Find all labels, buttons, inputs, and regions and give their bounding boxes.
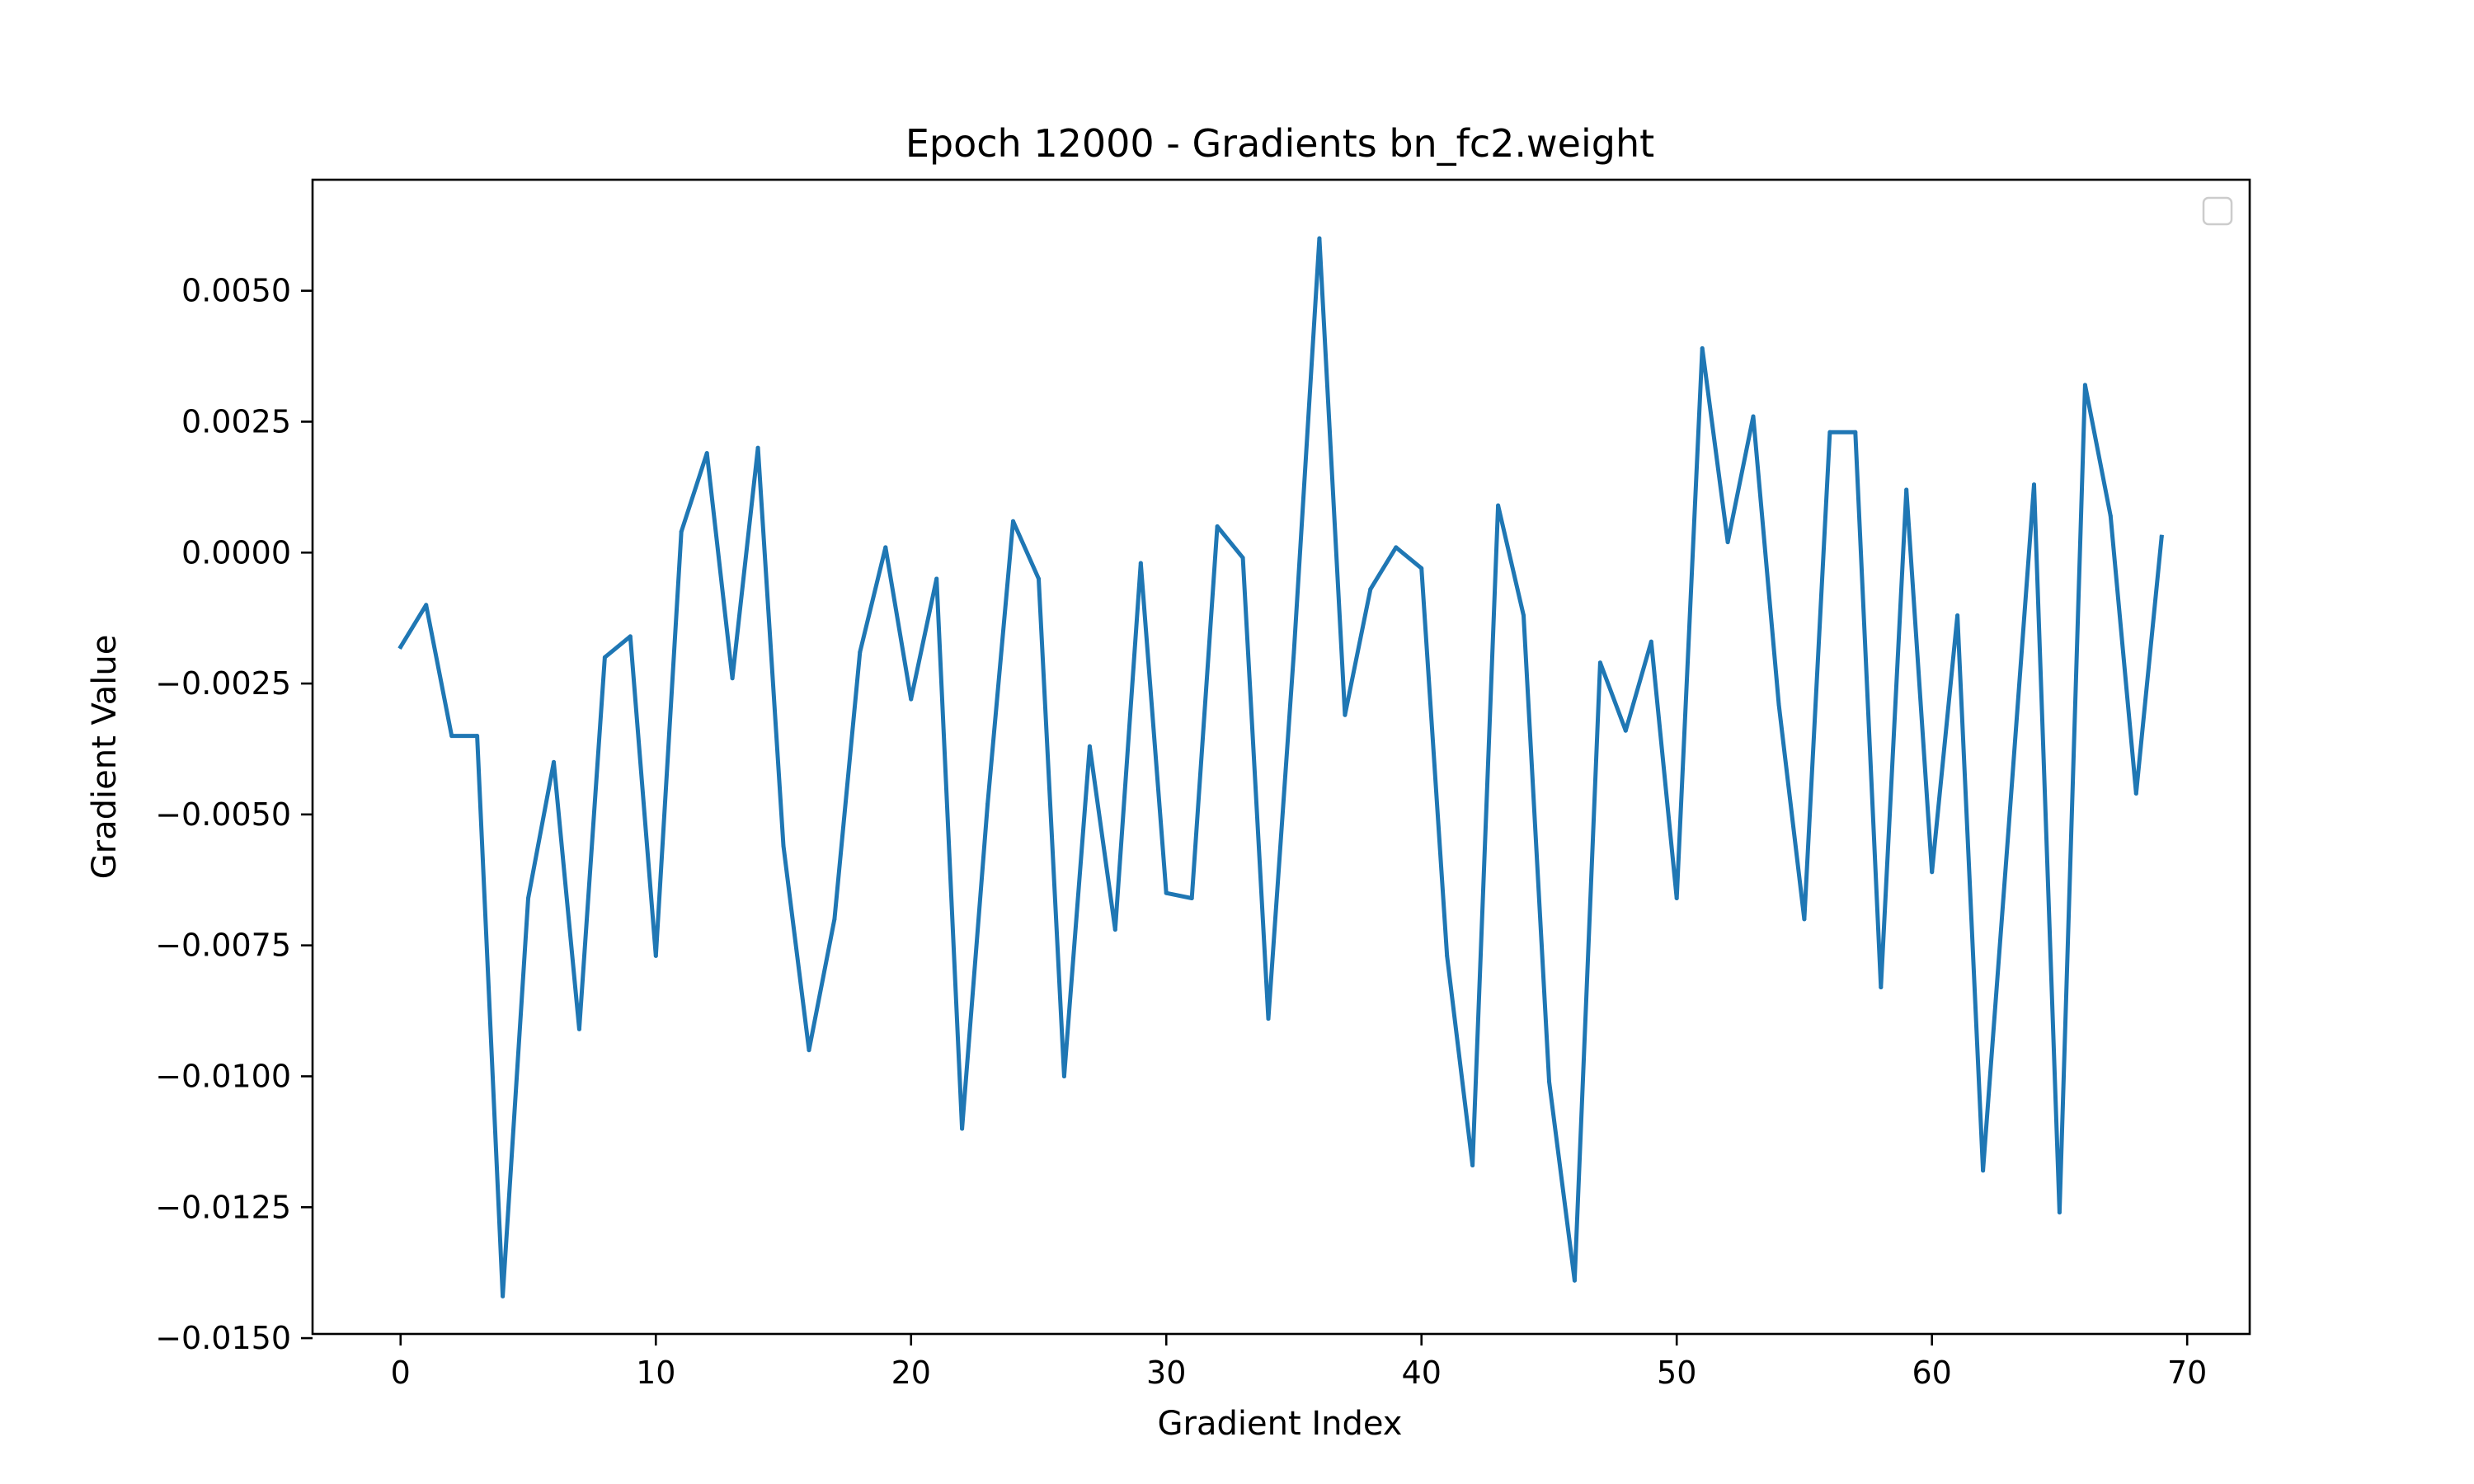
plot-frame — [311, 178, 2251, 1336]
data-point — [1037, 576, 1041, 581]
x-tick-label: 60 — [1912, 1355, 1952, 1391]
x-axis-label: Gradient Index — [1158, 1405, 1403, 1443]
data-point — [1240, 556, 1245, 561]
y-tick-label: −0.0050 — [155, 796, 291, 833]
data-point — [602, 655, 607, 660]
data-point — [424, 603, 429, 608]
data-point — [1368, 587, 1373, 592]
data-point — [2159, 534, 2164, 539]
y-axis-label: Gradient Value — [86, 635, 124, 880]
x-axis: 0 10 20 30 40 50 60 70 — [391, 1334, 2207, 1391]
data-point — [449, 734, 454, 739]
x-tick-label: 20 — [891, 1355, 931, 1391]
data-point — [552, 759, 556, 764]
data-point — [730, 676, 735, 681]
data-point — [1496, 503, 1501, 508]
data-point — [1291, 650, 1296, 655]
data-point — [1981, 1168, 1986, 1173]
x-tick-label: 10 — [636, 1355, 675, 1391]
data-point — [501, 1294, 506, 1298]
data-point — [1674, 896, 1679, 900]
y-tick-label: 0.0050 — [181, 273, 291, 309]
data-point — [1522, 613, 1526, 618]
data-point — [653, 953, 658, 958]
data-point — [398, 645, 403, 650]
data-point — [883, 545, 888, 550]
series-layer — [397, 236, 2164, 1298]
data-point — [1623, 728, 1628, 733]
data-point — [628, 634, 633, 639]
data-point — [1419, 566, 1424, 571]
data-point — [985, 801, 990, 806]
data-point — [1343, 712, 1348, 717]
chart-title: Epoch 12000 - Gradients bn_fc2.weight — [905, 121, 1654, 166]
series-line-0 — [397, 236, 2164, 1298]
y-axis: 0.0050 0.0025 0.0000 −0.0025 −0.0050 −0.0075 −… — [155, 273, 313, 1356]
data-point — [1827, 430, 1832, 434]
data-point — [1189, 896, 1194, 900]
data-point — [475, 734, 480, 739]
data-point — [1751, 414, 1756, 419]
y-tick-label: −0.0075 — [155, 928, 291, 964]
y-tick-label: −0.0025 — [155, 665, 291, 702]
data-point — [2082, 383, 2087, 387]
data-point — [1164, 890, 1169, 895]
data-point — [1470, 1163, 1475, 1167]
data-point — [2057, 1210, 2062, 1215]
data-point — [960, 1126, 965, 1131]
data-point — [1597, 660, 1602, 665]
data-point — [1087, 744, 1092, 749]
data-point — [1700, 346, 1705, 350]
data-point — [1215, 524, 1220, 528]
x-tick-label: 40 — [1402, 1355, 1442, 1391]
data-point — [1879, 985, 1884, 989]
data-point — [1955, 613, 1960, 618]
data-point — [858, 650, 863, 655]
data-point — [1547, 1079, 1551, 1084]
data-point — [1266, 1017, 1271, 1021]
data-point — [1802, 917, 1807, 922]
data-point — [1445, 953, 1450, 958]
data-point — [1904, 487, 1909, 492]
x-tick-label: 30 — [1146, 1355, 1186, 1391]
data-point — [1138, 561, 1143, 566]
data-point — [755, 445, 760, 450]
data-point — [1112, 928, 1117, 932]
data-point — [934, 576, 939, 581]
y-tick-label: −0.0150 — [155, 1320, 291, 1356]
data-point — [1011, 519, 1015, 524]
data-point — [576, 1026, 581, 1031]
data-point — [526, 896, 530, 900]
data-point — [2108, 514, 2113, 519]
data-point — [832, 917, 837, 922]
data-point — [909, 697, 914, 702]
x-tick-label: 70 — [2167, 1355, 2207, 1391]
data-point — [2133, 791, 2138, 796]
data-point — [1853, 430, 1858, 434]
x-tick-label: 50 — [1657, 1355, 1696, 1391]
y-tick-label: −0.0100 — [155, 1058, 291, 1094]
data-point — [1649, 639, 1653, 644]
y-tick-label: −0.0125 — [155, 1189, 291, 1225]
data-point — [807, 1048, 811, 1053]
data-point — [1930, 870, 1935, 875]
x-tick-label: 0 — [391, 1355, 411, 1391]
data-point — [704, 451, 709, 456]
data-point — [1394, 545, 1399, 550]
data-point — [781, 843, 786, 848]
data-point — [2006, 828, 2011, 833]
data-point — [679, 529, 684, 534]
y-tick-label: 0.0000 — [181, 534, 291, 571]
y-tick-label: 0.0025 — [181, 403, 291, 439]
data-point — [1317, 236, 1322, 241]
data-point — [1776, 702, 1781, 707]
data-point — [1061, 1074, 1066, 1078]
data-point — [2032, 482, 2036, 487]
legend-box — [2202, 196, 2233, 226]
data-point — [1572, 1278, 1577, 1283]
data-point — [1725, 540, 1730, 545]
